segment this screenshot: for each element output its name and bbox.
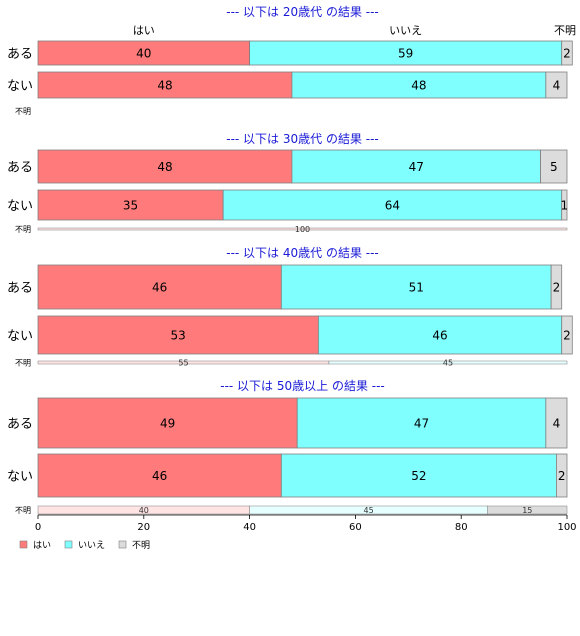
- bar-segment: [540, 149, 568, 184]
- bar-segment: [561, 189, 568, 221]
- bar-segment: [545, 397, 568, 449]
- category-header: はい: [133, 24, 155, 37]
- data-label: 2: [558, 469, 566, 483]
- data-label: 47: [414, 417, 429, 431]
- data-label: 100: [295, 225, 310, 234]
- x-tick-label: 60: [349, 522, 362, 533]
- bar-segment: [561, 40, 573, 66]
- row-label: ない: [7, 79, 33, 94]
- bar-segment: [545, 71, 568, 99]
- legend-swatch: [64, 540, 73, 549]
- data-label: 15: [522, 506, 532, 515]
- data-label: 46: [152, 281, 167, 295]
- data-label: 40: [136, 47, 151, 61]
- bar-segment: [37, 189, 224, 221]
- bar-segment: [487, 505, 568, 515]
- legend-label: はい: [33, 540, 51, 551]
- x-tick-label: 20: [137, 522, 150, 533]
- legend-label: いいえ: [78, 540, 105, 551]
- data-label: 51: [409, 281, 424, 295]
- data-label: 46: [432, 329, 447, 343]
- x-tick-label: 80: [455, 522, 468, 533]
- bar-segment: [37, 40, 251, 66]
- bar-segment: [37, 315, 319, 355]
- data-label: 1: [561, 199, 569, 213]
- row-label: ある: [7, 47, 33, 62]
- bar-segment: [37, 453, 282, 498]
- row-label: ある: [7, 161, 33, 176]
- row-label: ある: [7, 281, 33, 296]
- data-label: 40: [139, 506, 149, 515]
- data-label: 4: [553, 417, 561, 431]
- bar-segment: [561, 315, 573, 355]
- panel-title: --- 以下は 30歳代 の結果 ---: [226, 132, 379, 146]
- bar-segment: [280, 264, 552, 310]
- data-label: 2: [553, 281, 561, 295]
- x-tick-label: 0: [35, 522, 41, 533]
- data-label: 47: [409, 160, 424, 174]
- bar-segment: [296, 397, 547, 449]
- data-label: 35: [123, 199, 138, 213]
- row-label: ある: [7, 417, 33, 432]
- data-label: 48: [411, 79, 426, 93]
- bar-segment: [249, 40, 563, 66]
- data-label: 46: [152, 469, 167, 483]
- data-label: 4: [553, 79, 561, 93]
- panel-title: --- 以下は 50歳以上 の結果 ---: [220, 379, 385, 393]
- row-label: 不明: [15, 506, 31, 515]
- data-label: 45: [364, 506, 374, 515]
- data-label: 48: [157, 79, 172, 93]
- legend-label: 不明: [132, 540, 150, 551]
- data-label: 52: [411, 469, 426, 483]
- bar-segment: [317, 315, 563, 355]
- row-label: ない: [7, 470, 33, 485]
- data-label: 49: [160, 417, 175, 431]
- legend-swatch: [19, 540, 28, 549]
- bar-segment: [556, 453, 568, 498]
- bar-segment: [328, 360, 568, 365]
- data-label: 64: [385, 199, 400, 213]
- x-tick-label: 100: [557, 522, 576, 533]
- bar-segment: [280, 453, 557, 498]
- data-label: 2: [563, 47, 571, 61]
- panel-title: --- 以下は 40歳代 の結果 ---: [226, 246, 379, 260]
- data-label: 48: [157, 160, 172, 174]
- bar-segment: [37, 149, 293, 184]
- data-label: 53: [171, 329, 186, 343]
- data-label: 5: [550, 160, 558, 174]
- row-label: ない: [7, 329, 33, 344]
- legend-swatch: [118, 540, 127, 549]
- bar-segment: [550, 264, 563, 310]
- row-label: 不明: [15, 359, 31, 368]
- row-label: 不明: [15, 107, 31, 116]
- data-label: 45: [443, 359, 453, 368]
- x-tick-label: 40: [243, 522, 256, 533]
- data-label: 59: [398, 47, 413, 61]
- row-label: 不明: [15, 225, 31, 234]
- category-header: 不明: [554, 24, 576, 37]
- row-label: ない: [7, 199, 33, 214]
- data-label: 55: [178, 359, 188, 368]
- bar-segment: [291, 149, 541, 184]
- bar-segment: [37, 227, 568, 231]
- bar-segment: [222, 189, 563, 221]
- data-label: 2: [563, 329, 571, 343]
- category-header: いいえ: [389, 24, 422, 37]
- panel-title: --- 以下は 20歳代 の結果 ---: [226, 5, 379, 19]
